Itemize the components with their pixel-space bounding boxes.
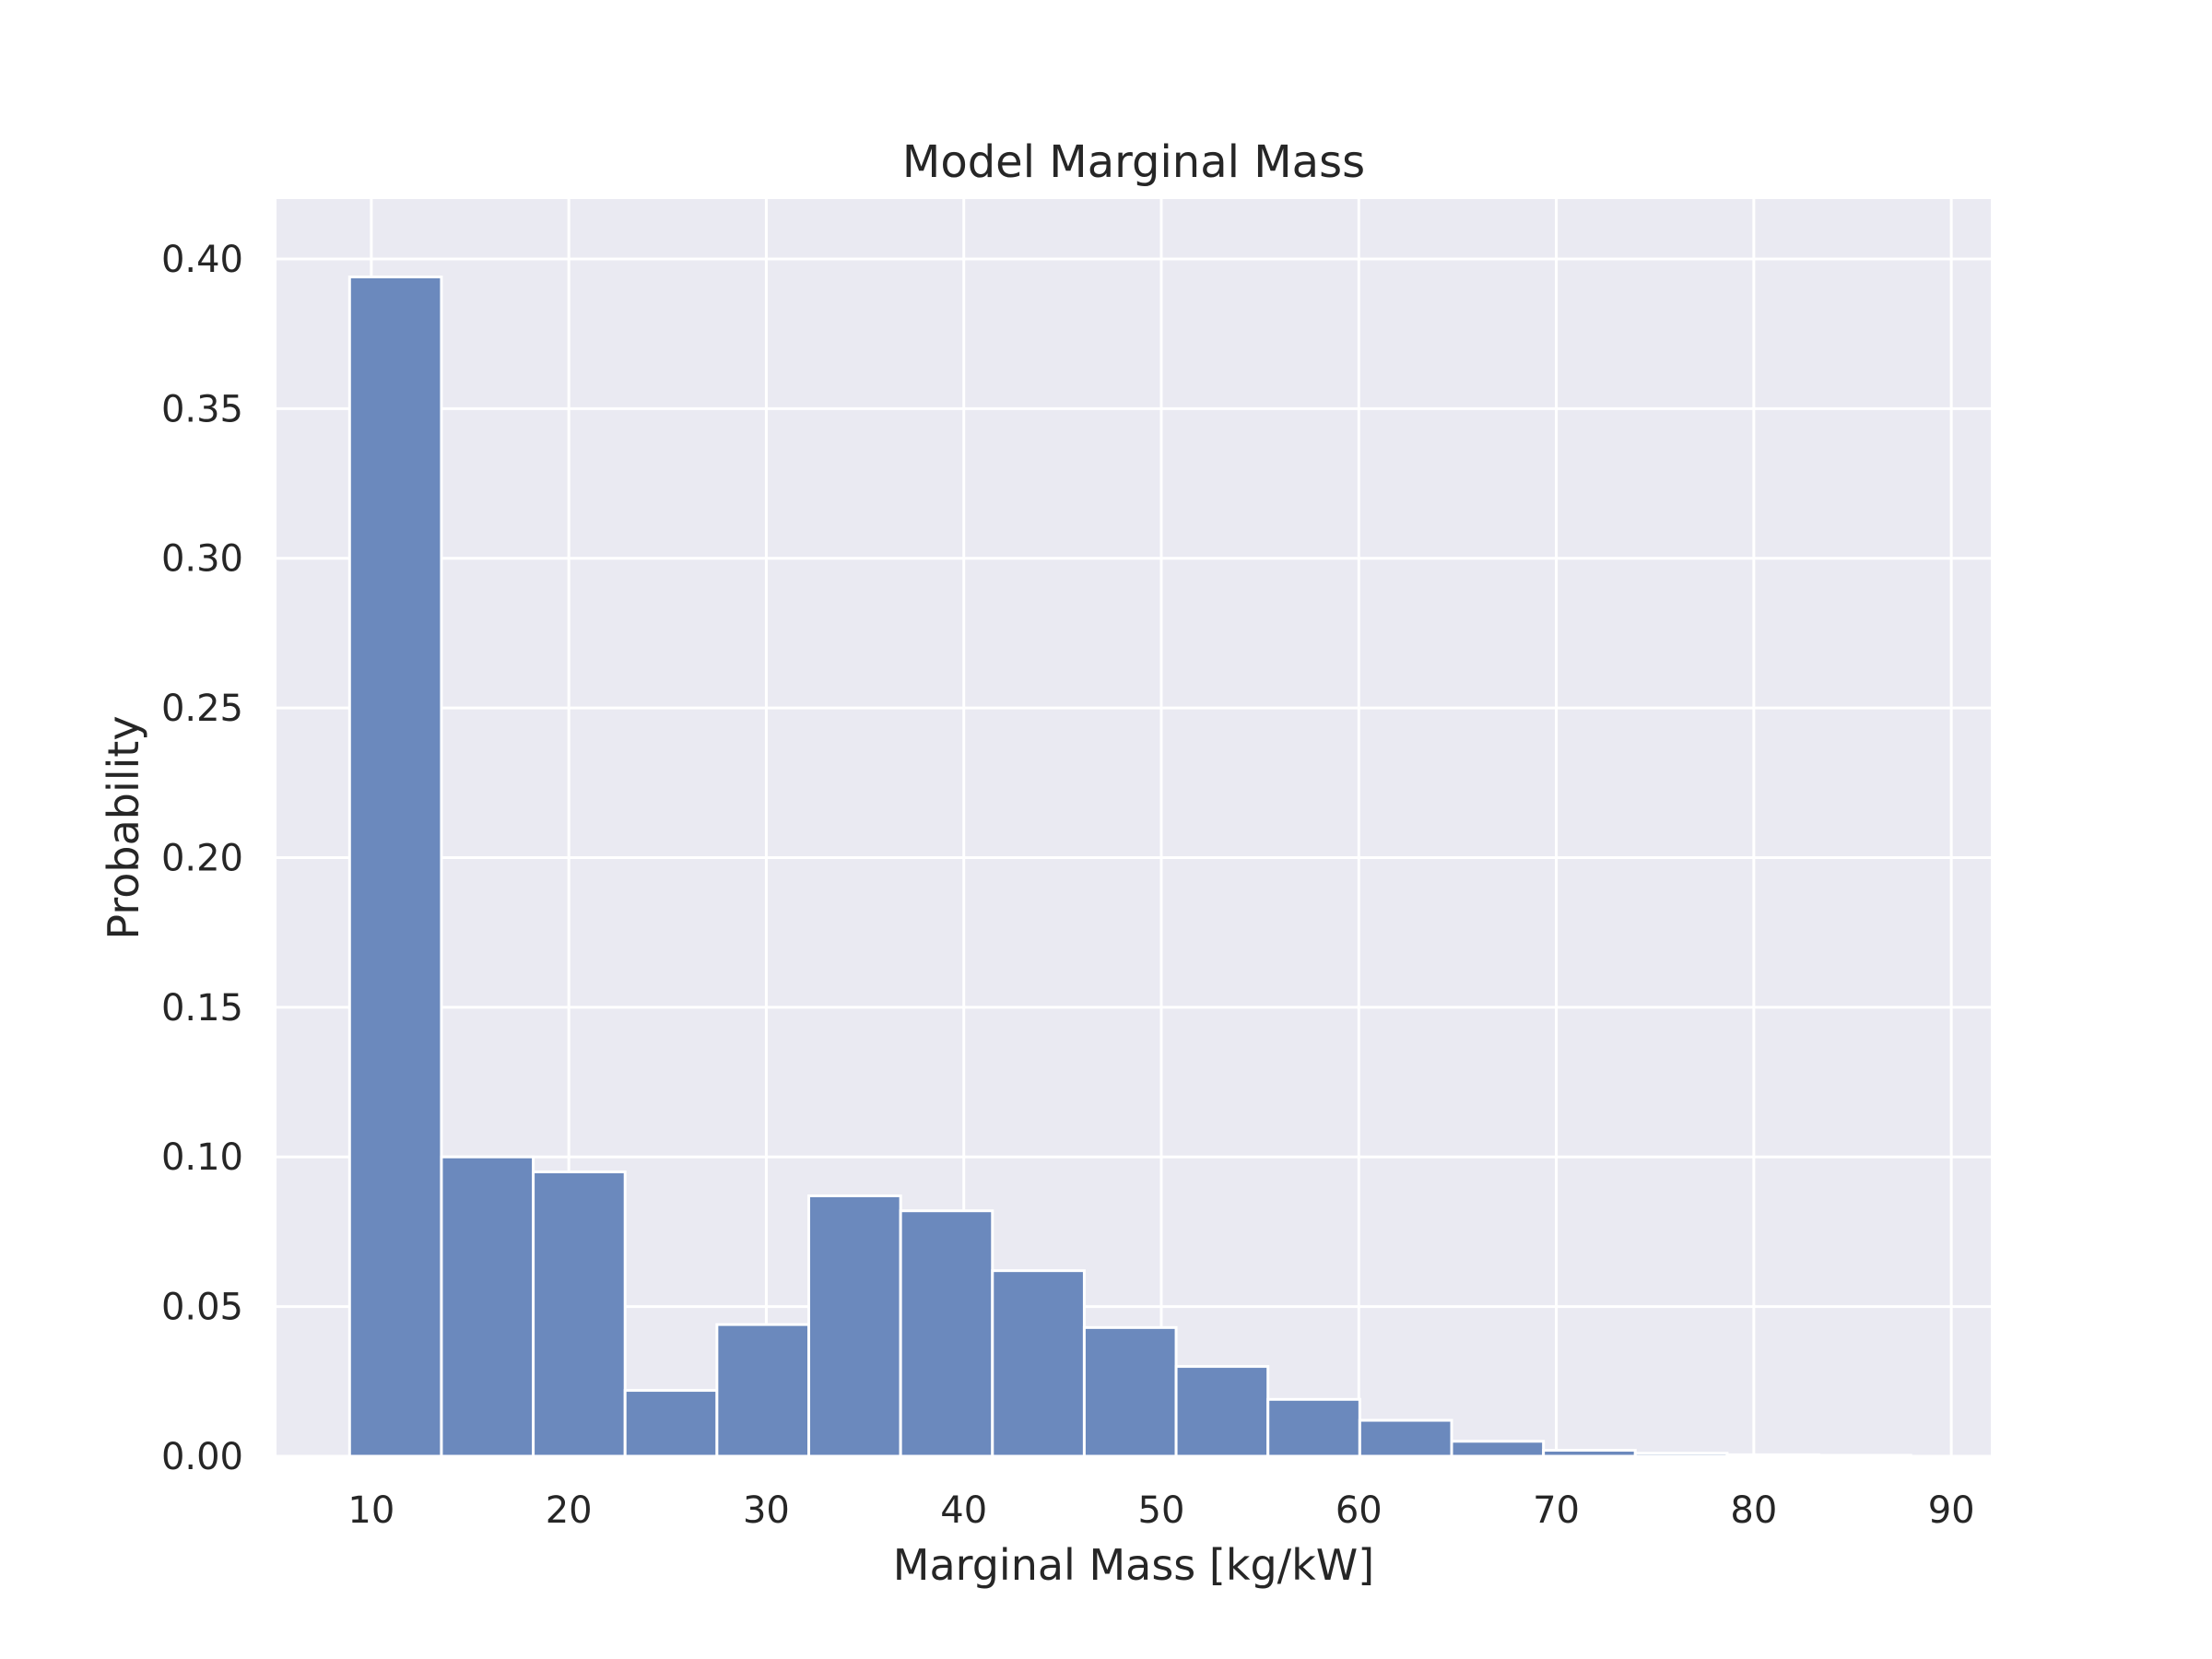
y-tick-label: 0.20 xyxy=(161,837,243,879)
histogram-bar xyxy=(715,1323,810,1458)
x-tick-label: 20 xyxy=(546,1489,593,1532)
histogram-bar xyxy=(623,1389,719,1458)
x-tick-label: 90 xyxy=(1928,1489,1975,1532)
histogram-bar xyxy=(440,1155,535,1458)
y-axis-ticks: 0.00 0.05 0.10 0.15 0.20 0.25 0.30 0.35 0.40 xyxy=(161,239,243,1478)
x-tick-label: 60 xyxy=(1335,1489,1382,1532)
histogram-bar xyxy=(1725,1453,1821,1458)
y-axis-label: Probability xyxy=(99,715,148,939)
y-tick-label: 0.35 xyxy=(161,388,243,430)
y-tick-label: 0.30 xyxy=(161,538,243,581)
y-tick-label: 0.05 xyxy=(161,1287,243,1329)
histogram-bar xyxy=(991,1269,1086,1458)
x-tick-label: 40 xyxy=(940,1489,987,1532)
histogram-bar xyxy=(1450,1440,1546,1458)
histogram-bar xyxy=(532,1170,627,1458)
x-tick-label: 80 xyxy=(1730,1489,1777,1532)
histogram-bars xyxy=(347,275,1912,1458)
histogram-bar xyxy=(1174,1365,1270,1458)
histogram-bar xyxy=(899,1209,994,1458)
x-tick-label: 30 xyxy=(743,1489,790,1532)
y-tick-label: 0.10 xyxy=(161,1136,243,1179)
y-tick-label: 0.00 xyxy=(161,1436,243,1478)
histogram-bar xyxy=(347,275,443,1458)
histogram-bar xyxy=(1266,1397,1361,1458)
x-tick-label: 50 xyxy=(1138,1489,1185,1532)
y-tick-label: 0.40 xyxy=(161,239,243,281)
histogram-bar xyxy=(1633,1452,1729,1458)
y-tick-label: 0.15 xyxy=(161,987,243,1030)
x-axis-label: Marginal Mass [kg/kW] xyxy=(893,1540,1375,1590)
histogram-bar xyxy=(1358,1418,1453,1458)
x-tick-label: 70 xyxy=(1533,1489,1580,1532)
histogram-bar xyxy=(1082,1325,1178,1458)
chart-title: Model Marginal Mass xyxy=(902,136,1365,188)
x-axis-ticks: 10 20 30 40 50 60 70 80 90 xyxy=(347,1489,1974,1532)
histogram-bar xyxy=(1542,1449,1637,1458)
x-tick-label: 10 xyxy=(347,1489,394,1532)
histogram-bar xyxy=(807,1194,902,1458)
y-tick-label: 0.25 xyxy=(161,688,243,730)
histogram-bar xyxy=(1818,1453,1912,1458)
